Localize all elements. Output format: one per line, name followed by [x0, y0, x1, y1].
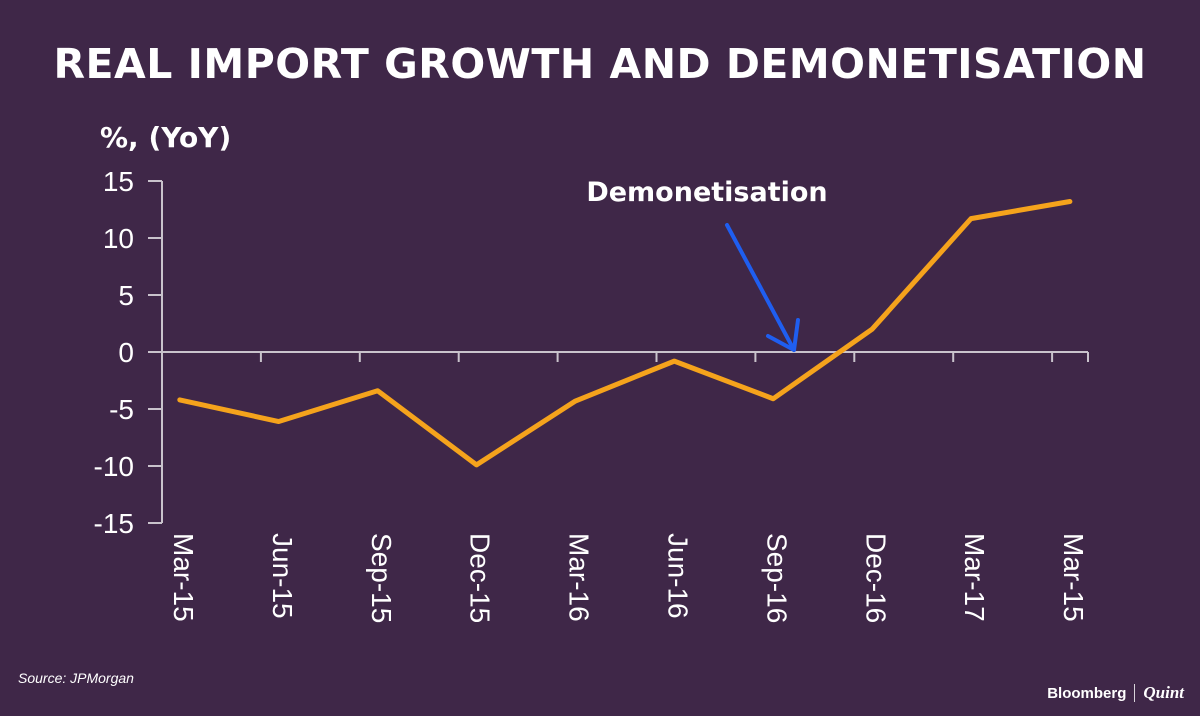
y-tick-label: 15: [103, 166, 134, 197]
series-line: [177, 199, 1073, 468]
y-tick-label: -15: [94, 508, 134, 539]
x-tick-label: Mar-17: [959, 533, 990, 622]
x-tick-label: Dec-15: [465, 533, 496, 623]
y-tick-label: 0: [118, 337, 134, 368]
series-line-path: [177, 199, 1073, 468]
y-tick-label: 10: [103, 223, 134, 254]
y-axis-label: %, (YoY): [100, 121, 231, 154]
x-tick-label: Dec-16: [860, 533, 891, 623]
brand-name-bloomberg: Bloomberg: [1047, 684, 1127, 702]
x-axis: Mar-15 Jun-15 Sep-15 Dec-15 Mar-16 Jun-16 Sep-…: [162, 351, 1089, 623]
x-tick-label: Mar-16: [564, 533, 595, 622]
y-tick-label: -5: [109, 394, 134, 425]
y-axis: %, (YoY) 15 10 5 0 -5 -10 -15: [94, 121, 232, 539]
y-tick-label: 5: [118, 280, 134, 311]
annotation-arrowhead: [766, 318, 800, 352]
annotation-label: Demonetisation: [586, 177, 827, 208]
annotation-arrow: [725, 223, 796, 352]
x-tick-label: Jun-16: [663, 533, 694, 619]
source-note: Source: JPMorgan: [18, 670, 134, 686]
x-tick-label: Mar-15: [1058, 533, 1089, 622]
x-tick-label: Mar-15: [168, 533, 199, 622]
chart-title: REAL IMPORT GROWTH AND DEMONETISATION: [53, 40, 1147, 88]
brand-divider: [1134, 684, 1136, 702]
annotation: Demonetisation: [586, 177, 828, 352]
x-tick-label: Sep-16: [761, 533, 792, 623]
x-tick-label: Sep-15: [366, 533, 397, 623]
y-tick-label: -10: [94, 451, 134, 482]
x-tick-label: Jun-15: [267, 533, 298, 619]
brand-logo: Bloomberg Quint: [1047, 683, 1184, 703]
brand-name-quint: Quint: [1143, 683, 1184, 702]
